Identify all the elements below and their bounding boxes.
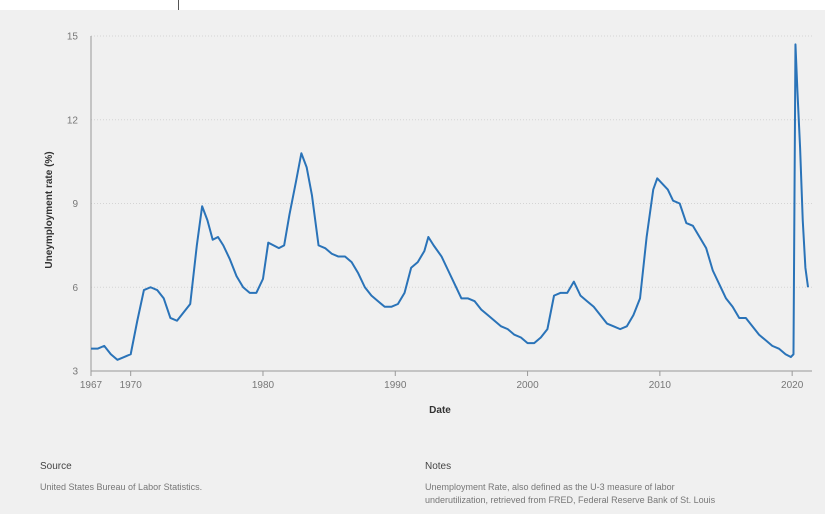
notes-line-1: Unemployment Rate, also defined as the U…	[425, 482, 675, 492]
top-tick-mark	[178, 0, 179, 10]
series-layer	[91, 43, 810, 361]
x-tick-label: 1980	[252, 380, 275, 391]
source-text: United States Bureau of Labor Statistics…	[40, 482, 203, 492]
notes-line-2: underutilization, retrieved from FRED, F…	[425, 495, 716, 505]
y-tick-label: 9	[72, 199, 78, 210]
x-tick-label: 2020	[781, 380, 804, 391]
y-tick-label: 15	[67, 32, 79, 43]
x-tick-label: 1967	[80, 380, 103, 391]
x-tick-label: 2000	[516, 380, 539, 391]
source-block: Source United States Bureau of Labor Sta…	[40, 461, 400, 494]
x-tick-label: 1970	[120, 380, 143, 391]
source-heading: Source	[40, 461, 72, 472]
x-tick-label: 1990	[384, 380, 407, 391]
chart-panel: 3 6 9 12 15 1967 1970 1980 1990 2000 2010 2020 Uney…	[0, 10, 825, 514]
notes-block: Notes Unemployment Rate, also defined as…	[425, 461, 815, 507]
unemployment-line-chart: 3 6 9 12 15 1967 1970 1980 1990 2000 2010 2020 Uney…	[44, 32, 812, 416]
grid-layer	[91, 35, 812, 288]
y-tick-label: 6	[72, 283, 78, 294]
x-tick-label: 2010	[649, 380, 672, 391]
y-tick-label: 3	[72, 367, 78, 378]
unemployment-rate-line	[91, 43, 810, 361]
notes-heading: Notes	[425, 461, 452, 472]
y-tick-label: 12	[67, 115, 79, 126]
y-axis-title: Uneymployment rate (%)	[44, 151, 55, 268]
x-axis-title: Date	[429, 405, 451, 416]
axis-layer: 3 6 9 12 15 1967 1970 1980 1990 2000 2010 2020	[67, 32, 812, 391]
